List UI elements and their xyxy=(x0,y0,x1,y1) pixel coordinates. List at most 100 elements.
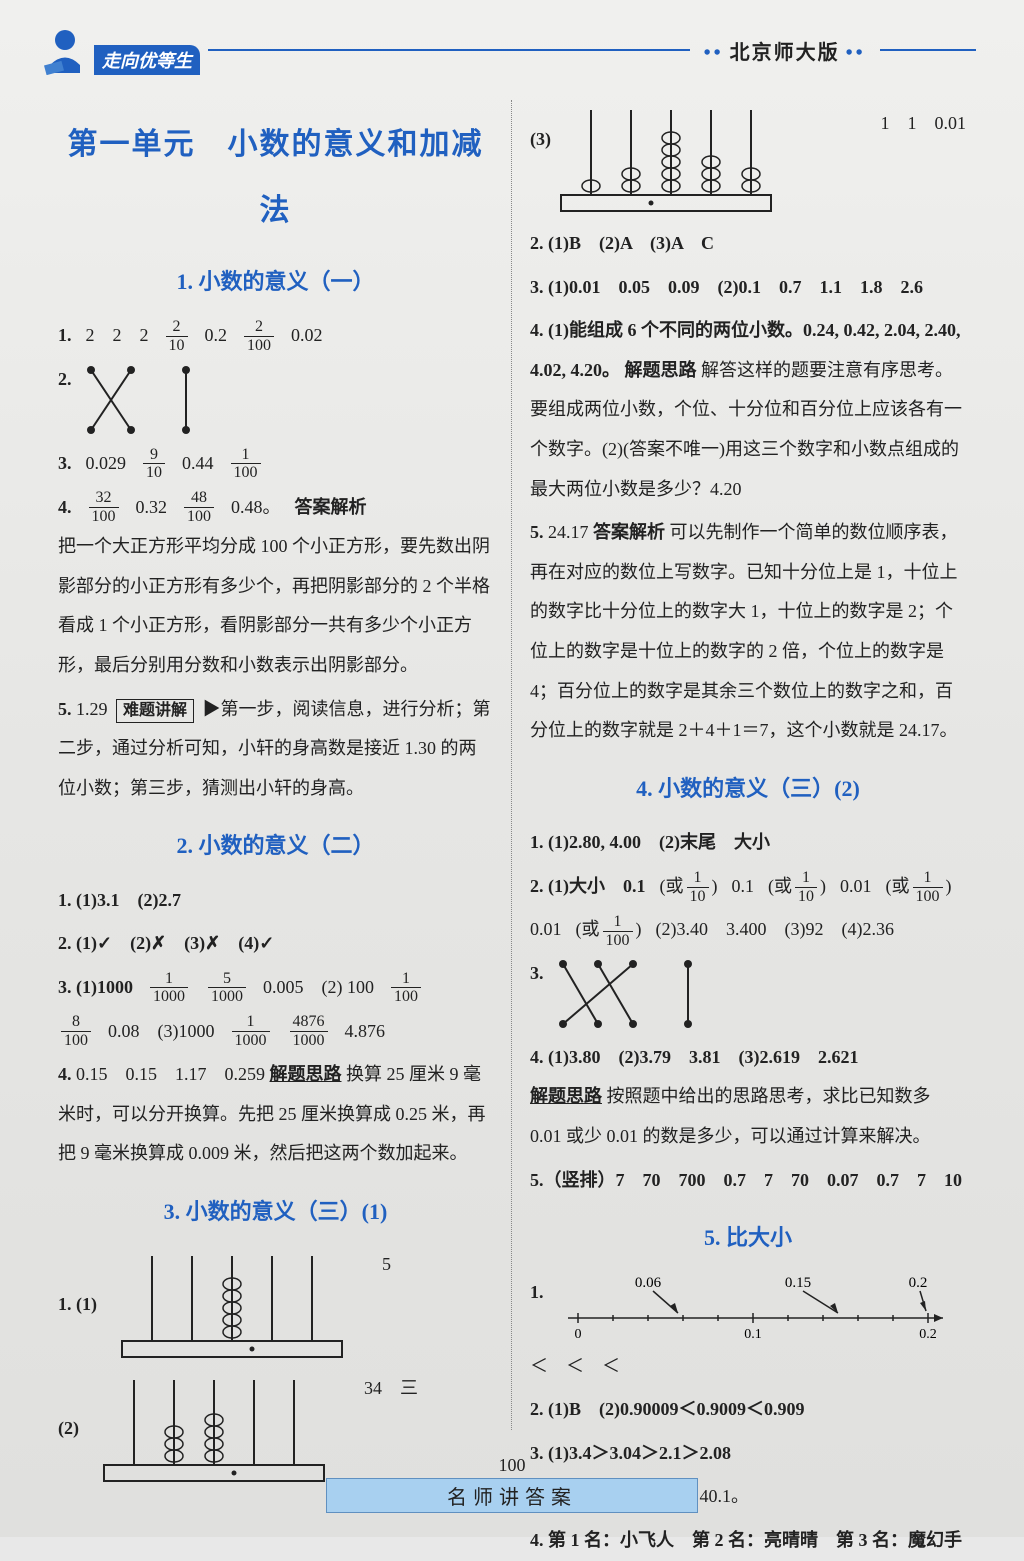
text: 0.2 xyxy=(205,316,228,356)
s5-q4: 4. 第 1 名：小飞人 第 2 名：亮晴晴 第 3 名：魔幻手 xyxy=(530,1521,966,1561)
s32-q5: 5.（竖排）7 70 700 0.7 7 70 0.07 0.7 7 10 xyxy=(530,1161,966,1201)
q-num: 3. xyxy=(58,444,72,484)
s1-q1: 1. 2 2 2 210 0.2 2100 0.02 xyxy=(58,316,493,356)
q-num: 5. xyxy=(58,699,72,719)
s32-q2: 2. (1)大小 0.1 (或110) 0.1 (或110) 0.01 (或11… xyxy=(530,867,966,907)
s1-q3: 3. 0.029 910 0.44 1100 xyxy=(58,444,493,484)
q-num: (3) xyxy=(530,120,551,160)
q-num: 5. xyxy=(530,522,544,542)
unit-title: 第一单元 小数的意义和加减法 xyxy=(58,112,493,244)
abacus-value: 34 三 xyxy=(364,1370,418,1406)
s2-q4: 4. 0.15 0.15 1.17 0.259 解题思路 换算 25 厘米 9 … xyxy=(58,1055,493,1174)
text: 0.32 xyxy=(136,488,168,528)
s3-1-q1c: (3) xyxy=(530,100,966,220)
left-column: 第一单元 小数的意义和加减法 1. 小数的意义（一） 1. 2 2 2 210 … xyxy=(40,100,512,1430)
number-line-diagram: 0 0.1 0.2 0.06 0.15 0.2 xyxy=(548,1273,948,1343)
q-num: 1. xyxy=(530,1282,544,1302)
fraction: 8100 xyxy=(61,1013,91,1049)
r-q4: 4. (1)能组成 6 个不同的两位小数。0.24, 0.42, 2.04, 2… xyxy=(530,311,966,509)
fraction: 1100 xyxy=(391,970,421,1006)
q-num: 2. xyxy=(58,369,72,389)
abacus-diagram xyxy=(102,1246,362,1366)
r-q5: 5. 24.17 答案解析 可以先制作一个简单的数位顺序表，再在对应的数位上写数… xyxy=(530,513,966,751)
svg-text:0.06: 0.06 xyxy=(635,1275,662,1291)
right-column: (3) xyxy=(512,100,984,1430)
section-title-3-1: 3. 小数的意义（三）(1) xyxy=(58,1188,493,1236)
page: 走向优等生 北京师大版 第一单元 小数的意义和加减法 1. 小数的意义（一） 1… xyxy=(0,0,1024,1537)
s5-q2: 2. (1)B (2)0.90009＜0.9009＜0.909 xyxy=(530,1390,966,1430)
fraction: 51000 xyxy=(208,970,246,1006)
text: 2. (1)大小 0.1 xyxy=(530,867,646,907)
explanation-text: 把一个大正方形平均分成 100 个小正方形，要先数出阴影部分的小正方形有多少个，… xyxy=(58,536,490,675)
svg-text:0: 0 xyxy=(575,1327,582,1342)
svg-text:0.2: 0.2 xyxy=(909,1275,928,1291)
answer-label: 答案解析 xyxy=(295,488,367,528)
q-num: 3. xyxy=(530,963,544,983)
footer-label: 名师讲答案 xyxy=(326,1478,698,1513)
fraction: 1100 xyxy=(603,913,633,949)
q-num: 4. xyxy=(58,1064,72,1084)
student-icon xyxy=(40,25,90,75)
s2-q2: 2. (1)✓ (2)✗ (3)✗ (4)✓ xyxy=(58,924,493,964)
fraction: 110 xyxy=(795,869,817,905)
q-num: 1. (1) xyxy=(58,1294,97,1314)
section-title-2: 2. 小数的意义（二） xyxy=(58,822,493,870)
s1-q2: 2. xyxy=(58,360,493,440)
text: 4.876 xyxy=(345,1012,386,1052)
fraction: 11000 xyxy=(150,970,188,1006)
section-title-3-2: 4. 小数的意义（三）(2) xyxy=(530,765,966,813)
s3-1-q1a: 1. (1) 5 xyxy=(58,1246,493,1366)
explanation-text: 解答这样的题要注意有序思考。要组成两位小数，个位、十分位和百分位上应该各有一个数… xyxy=(530,360,962,499)
fraction: 32100 xyxy=(89,489,119,525)
text: 0.01 xyxy=(840,867,872,907)
q-num: (2) xyxy=(58,1418,79,1438)
svg-text:0.2: 0.2 xyxy=(919,1327,937,1342)
text: 0.08 (3)1000 xyxy=(108,1012,215,1052)
s32-q4: 4. (1)3.80 (2)3.79 3.81 (3)2.619 2.621 解… xyxy=(530,1038,966,1157)
text: 0.44 xyxy=(182,444,214,484)
s5-q1: 1. 0 0.1 0.2 xyxy=(530,1273,966,1343)
route-label: 解题思路 xyxy=(625,360,697,380)
q-num: 4. xyxy=(58,488,72,528)
section-title-5: 5. 比大小 xyxy=(530,1214,966,1262)
cross-match-diagram xyxy=(548,954,728,1034)
section-title-1: 1. 小数的意义（一） xyxy=(58,258,493,306)
svg-text:0.1: 0.1 xyxy=(744,1327,762,1342)
text: 0.48。 xyxy=(231,488,281,528)
s32-q1: 1. (1)2.80, 4.00 (2)末尾 大小 xyxy=(530,823,966,863)
svg-text:0.15: 0.15 xyxy=(785,1275,811,1291)
text: (2)3.40 3.400 (3)92 (4)2.36 xyxy=(656,910,894,950)
abacus-value: 5 xyxy=(382,1246,391,1282)
answer-label: 答案解析 xyxy=(593,522,665,542)
text: 0.01 xyxy=(530,910,562,950)
text: 0.029 xyxy=(86,444,127,484)
hard-tag: 难题讲解 xyxy=(116,699,194,723)
r-q2: 2. (1)B (2)A (3)A C xyxy=(530,224,966,264)
fraction: 11000 xyxy=(232,1013,270,1049)
page-number: 100 xyxy=(0,1455,1024,1476)
fraction: 48761000 xyxy=(290,1013,328,1049)
header-rule-right xyxy=(880,49,976,51)
s1-q4: 4. 32100 0.32 48100 0.48。 答案解析 把一个大正方形平均… xyxy=(58,488,493,686)
r-q3: 3. (1)0.01 0.05 0.09 (2)0.1 0.7 1.1 1.8 … xyxy=(530,268,966,308)
route-label: 解题思路 xyxy=(530,1086,602,1106)
explanation-text: 可以先制作一个简单的数位顺序表，再在对应的数位上写数字。已知十分位上是 1，十位… xyxy=(530,522,958,740)
abacus-value: 1 1 0.01 xyxy=(881,104,967,144)
route-label: 解题思路 xyxy=(270,1064,342,1084)
fraction: 910 xyxy=(143,446,165,482)
cross-match-diagram xyxy=(76,360,226,440)
abacus-diagram xyxy=(551,100,781,220)
text: 0.005 (2) 100 xyxy=(263,968,374,1008)
text: 0.15 0.15 1.17 0.259 xyxy=(76,1064,265,1084)
page-header: 走向优等生 北京师大版 xyxy=(40,20,984,80)
fraction: 210 xyxy=(166,318,188,354)
s32-q3: 3. xyxy=(530,954,966,1034)
header-rule-left xyxy=(208,49,690,51)
logo: 走向优等生 xyxy=(40,25,200,75)
page-footer: 100 名师讲答案 xyxy=(0,1455,1024,1513)
q-num: 1. xyxy=(58,316,72,356)
text: 3. (1)1000 xyxy=(58,968,133,1008)
text: 0.1 xyxy=(732,867,755,907)
text: 1.29 xyxy=(76,699,108,719)
logo-text: 走向优等生 xyxy=(94,45,200,75)
